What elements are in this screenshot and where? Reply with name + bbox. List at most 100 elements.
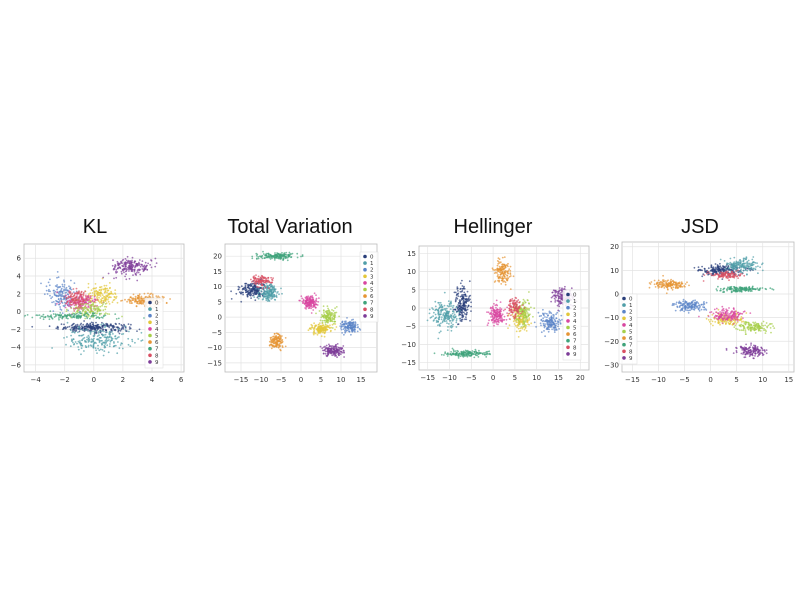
data-point — [339, 353, 342, 356]
data-point — [445, 320, 448, 322]
data-point — [59, 316, 62, 319]
data-point — [338, 348, 341, 351]
data-point — [334, 307, 336, 309]
data-point — [75, 317, 78, 319]
data-point — [491, 307, 493, 309]
points-layer — [230, 250, 362, 359]
data-point — [77, 331, 79, 334]
data-point — [328, 316, 331, 319]
data-point — [115, 269, 118, 271]
data-point — [82, 326, 84, 329]
data-point — [329, 313, 332, 316]
data-point — [327, 316, 329, 319]
data-point — [48, 325, 51, 328]
data-point — [84, 303, 87, 305]
data-point — [268, 287, 270, 290]
data-point — [330, 326, 333, 329]
data-point — [319, 319, 322, 322]
data-point — [560, 291, 562, 294]
data-point — [354, 325, 356, 328]
data-point — [124, 329, 127, 331]
data-point — [526, 299, 529, 301]
data-point — [277, 253, 279, 255]
data-point — [555, 296, 557, 299]
data-point — [112, 333, 114, 335]
data-point — [345, 322, 348, 325]
data-point — [441, 321, 444, 324]
data-point — [349, 326, 351, 329]
data-point — [56, 291, 58, 294]
chart-title: Hellinger — [453, 216, 533, 238]
data-point — [72, 316, 75, 318]
data-point — [443, 316, 446, 318]
data-point — [456, 286, 459, 288]
legend-label: 8 — [370, 307, 374, 313]
data-point — [73, 293, 76, 295]
data-point — [311, 326, 314, 329]
data-point — [331, 323, 334, 326]
x-tick-label: −15 — [625, 376, 640, 384]
data-point — [136, 271, 138, 274]
data-point — [460, 320, 463, 323]
data-point — [92, 346, 95, 348]
data-point — [491, 316, 494, 319]
data-point — [69, 315, 71, 317]
data-point — [238, 286, 241, 289]
data-point — [452, 310, 454, 312]
data-point — [550, 321, 553, 323]
data-point — [323, 349, 326, 351]
data-point — [457, 290, 459, 292]
x-tick-label: −10 — [442, 374, 457, 382]
data-point — [71, 303, 73, 306]
data-point — [104, 346, 107, 349]
data-point — [450, 322, 453, 324]
data-point — [136, 264, 138, 266]
data-point — [522, 304, 524, 306]
points-layer — [426, 256, 578, 359]
series-2 — [533, 308, 563, 338]
data-point — [439, 325, 441, 327]
data-point — [273, 345, 276, 347]
data-point — [86, 323, 89, 325]
data-point — [509, 305, 512, 308]
data-point — [513, 316, 516, 319]
data-point — [105, 331, 108, 334]
data-point — [325, 317, 328, 320]
data-point — [85, 310, 87, 313]
data-point — [117, 328, 120, 330]
data-point — [268, 253, 270, 255]
data-point — [505, 277, 507, 279]
data-point — [59, 312, 62, 314]
data-point — [240, 292, 242, 295]
data-point — [87, 306, 90, 308]
data-point — [115, 270, 117, 273]
data-point — [552, 314, 554, 316]
data-point — [312, 301, 315, 304]
data-point — [507, 327, 509, 329]
y-tick-label: −10 — [401, 341, 416, 349]
data-point — [466, 290, 469, 293]
data-point — [333, 318, 336, 321]
data-point — [493, 281, 496, 283]
data-point — [106, 344, 109, 347]
data-point — [65, 294, 67, 297]
data-point — [439, 301, 442, 304]
legend-label: 2 — [573, 306, 577, 312]
data-point — [551, 291, 554, 294]
data-point — [451, 306, 454, 309]
data-point — [296, 256, 299, 259]
data-point — [494, 319, 497, 322]
data-point — [124, 258, 127, 260]
data-point — [502, 309, 505, 312]
data-point — [77, 317, 80, 320]
data-point — [58, 300, 61, 302]
data-point — [447, 353, 450, 356]
data-point — [349, 322, 352, 324]
data-point — [455, 296, 458, 299]
data-point — [265, 255, 268, 257]
data-point — [438, 304, 441, 306]
legend-marker — [363, 294, 367, 298]
data-point — [504, 273, 507, 276]
y-tick-label: 2 — [17, 290, 21, 298]
data-point — [483, 352, 485, 354]
